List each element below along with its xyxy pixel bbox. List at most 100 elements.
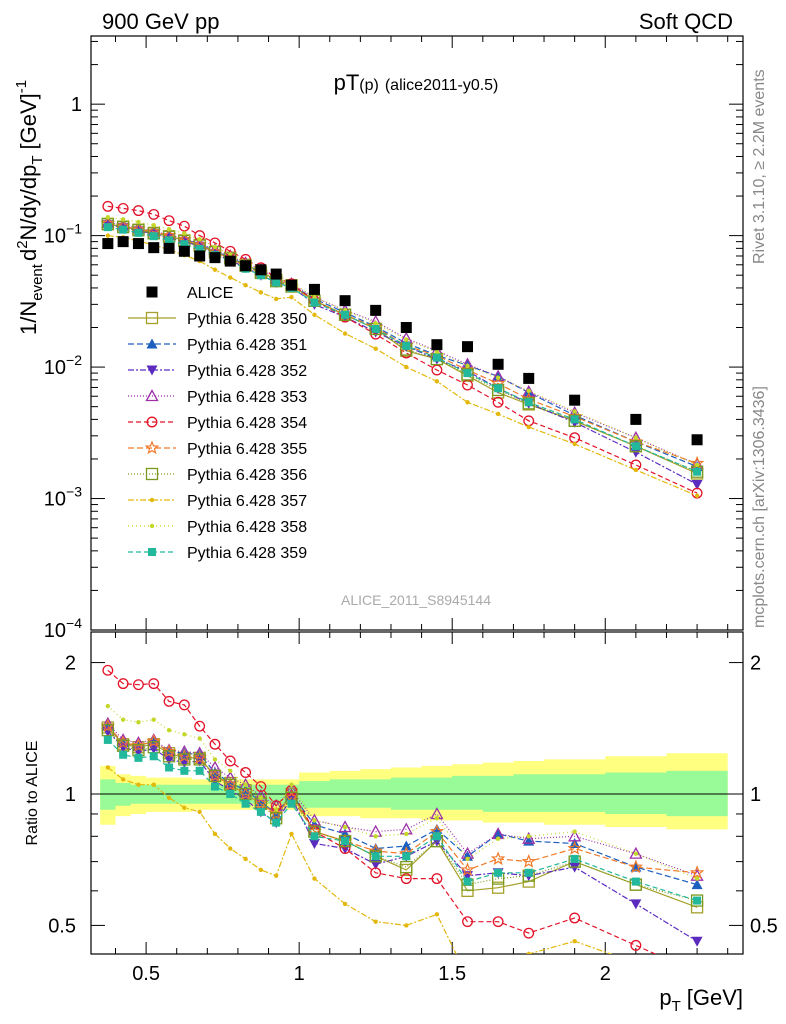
data-point	[228, 252, 233, 257]
data-point	[195, 245, 204, 254]
ratio-point	[572, 939, 577, 944]
data-point	[224, 255, 236, 267]
data-point	[691, 434, 703, 446]
main-y-tick-labels: 110−110−210−310−4	[44, 94, 82, 642]
ratio-point	[161, 744, 177, 758]
data-point	[495, 411, 501, 417]
legend-label: Pythia 6.428 350	[187, 311, 307, 328]
ratio-point	[690, 894, 704, 907]
ratio-point	[338, 834, 352, 848]
plot-title: pT(p) (alice2011-y0.5)	[334, 70, 499, 95]
data-point	[633, 435, 639, 440]
data-point	[370, 304, 382, 316]
ratio-point	[431, 873, 443, 885]
data-point	[136, 219, 141, 225]
ratio-point	[212, 831, 218, 837]
ratio-point	[370, 867, 382, 879]
data-point	[151, 223, 156, 228]
ratio-series-line	[107, 767, 613, 954]
ratio-series-line	[107, 725, 698, 874]
ratio-point	[132, 679, 144, 691]
ratio-point	[224, 755, 236, 767]
legend-label: Pythia 6.428 359	[187, 545, 307, 562]
ratio-point	[272, 818, 281, 827]
ratio-point	[273, 873, 279, 878]
legend-label: Pythia 6.428 353	[187, 389, 307, 406]
data-point	[289, 295, 294, 300]
data-point	[523, 372, 535, 384]
data-point	[402, 341, 411, 350]
ratio-point	[694, 876, 700, 881]
ratio-point	[431, 823, 443, 834]
data-point	[522, 397, 535, 410]
ratio-series-pythia-6.428-354	[102, 664, 657, 954]
data-point	[212, 267, 218, 272]
data-point	[572, 441, 577, 447]
ratio-point	[103, 735, 112, 744]
ratio-point	[253, 796, 269, 810]
ratio-point	[226, 789, 235, 798]
legend-marker	[146, 338, 158, 349]
ratio-point	[689, 865, 705, 879]
ratio-point	[341, 837, 350, 846]
ratio-point	[228, 846, 233, 851]
legend-item: Pythia 6.428 350	[128, 311, 307, 328]
ratio-point	[149, 752, 158, 761]
ratio-series-pythia-6.428-355	[100, 718, 705, 879]
ratio-point	[569, 912, 581, 924]
legend-marker	[145, 467, 159, 481]
data-point	[526, 388, 531, 394]
ratio-point	[105, 703, 111, 709]
ratio-point	[166, 795, 172, 801]
ratio-data-layer	[100, 664, 705, 954]
legend-item: Pythia 6.428 353	[128, 389, 307, 406]
mcplots-reference-label: mcplots.cern.ch [arXiv:1306.3436]	[751, 386, 768, 628]
data-point	[570, 415, 579, 424]
main-axis-ticks	[91, 36, 743, 631]
data-point	[120, 217, 126, 222]
ratio-point	[182, 732, 187, 737]
data-point	[243, 282, 248, 288]
data-point	[212, 244, 218, 250]
ratio-point	[434, 912, 440, 917]
legend-marker	[148, 548, 156, 556]
ratio-point	[102, 664, 114, 676]
ratio-point	[195, 766, 204, 775]
ratio-point	[631, 877, 640, 886]
ratio-point	[208, 769, 222, 783]
main-y-axis-label: 1/Nevent d2N/dy/dpT [GeV]-1	[13, 80, 46, 335]
ratio-point	[134, 753, 143, 762]
xlabel-p: p	[659, 985, 671, 1010]
ratio-point	[120, 777, 126, 782]
ratio-point	[629, 846, 643, 859]
ratio-point	[492, 828, 504, 839]
data-point	[404, 337, 409, 342]
data-point	[209, 252, 221, 264]
ratio-band-inner	[100, 770, 728, 817]
ratio-point	[567, 840, 582, 855]
ratio-point	[400, 860, 413, 874]
data-point	[491, 369, 505, 382]
legend-item: Pythia 6.428 358	[128, 519, 307, 536]
ratio-point	[338, 820, 352, 833]
ratio-point	[101, 724, 114, 737]
rivet-version-label: Rivet 3.1.10, ≥ 2.2M events	[751, 69, 768, 264]
ratio-point	[312, 876, 317, 881]
ratio-point	[258, 867, 264, 873]
ratio-point	[308, 839, 320, 850]
data-point	[524, 398, 533, 407]
ratio-point	[524, 868, 533, 877]
ratio-y-tick-label: 0.5	[48, 915, 76, 937]
legend-label: Pythia 6.428 354	[187, 415, 307, 432]
data-point	[178, 245, 190, 257]
ratio-point	[494, 868, 503, 877]
data-point	[434, 349, 440, 355]
data-point	[194, 250, 206, 262]
legend-label: Pythia 6.428 355	[187, 441, 307, 458]
legend-item: Pythia 6.428 351	[128, 337, 307, 354]
ylabel-squared: 2	[14, 240, 31, 248]
ratio-series-pythia-6.428-358	[105, 703, 700, 881]
data-point	[526, 424, 531, 430]
ratio-y-tick-labels: 0.5 0.5 1 1 2 2	[48, 653, 778, 938]
